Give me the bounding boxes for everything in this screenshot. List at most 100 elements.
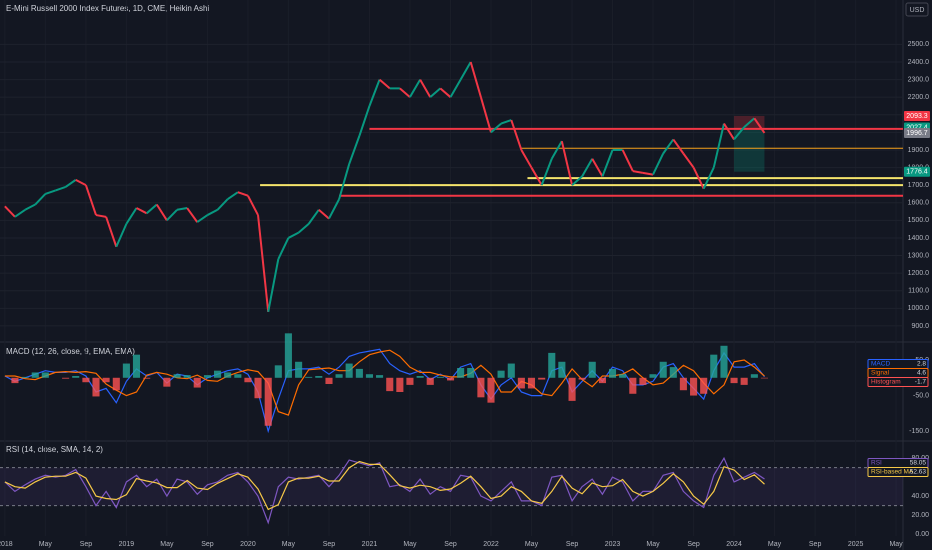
price-segment bbox=[125, 207, 138, 225]
price-segment bbox=[459, 61, 472, 81]
price-segment bbox=[530, 167, 543, 186]
histogram-bar bbox=[669, 367, 677, 378]
price-segment bbox=[115, 223, 128, 248]
histogram-bar bbox=[325, 377, 333, 384]
price-segment bbox=[702, 167, 715, 190]
price-segment bbox=[581, 158, 594, 177]
histogram-bar bbox=[679, 377, 687, 391]
y-tick-label: -150.0 bbox=[909, 428, 929, 435]
y-tick-label: 1600.0 bbox=[908, 200, 930, 207]
y-tick-label: 1400.0 bbox=[908, 235, 930, 242]
histogram-bar bbox=[700, 377, 708, 394]
panel-title: MACD (12, 26, close, 9, EMA, EMA) bbox=[6, 347, 135, 356]
legend-name: Signal bbox=[871, 370, 890, 377]
histogram-bar bbox=[558, 361, 566, 378]
legend-name: RSI bbox=[871, 460, 882, 467]
histogram-bar bbox=[629, 377, 637, 394]
price-segment bbox=[146, 203, 158, 215]
price-segment bbox=[196, 214, 209, 223]
price-segment bbox=[662, 138, 675, 155]
histogram-bar bbox=[720, 345, 728, 378]
histogram-bar bbox=[274, 365, 282, 378]
price-segment bbox=[166, 209, 178, 222]
price-segment bbox=[247, 195, 259, 216]
price-segment bbox=[338, 163, 351, 200]
x-tick-label: May bbox=[889, 541, 903, 548]
price-segment bbox=[206, 208, 219, 216]
series-line bbox=[4, 456, 765, 525]
y-tick-label: 20.00 bbox=[911, 512, 929, 519]
histogram-bar bbox=[649, 374, 657, 378]
price-segment bbox=[318, 209, 330, 220]
histogram-bar bbox=[406, 377, 414, 385]
x-tick-label: 2024 bbox=[726, 541, 742, 548]
price-segment bbox=[257, 214, 270, 312]
histogram-bar bbox=[41, 372, 49, 378]
histogram-bar bbox=[193, 377, 201, 388]
rsi-band bbox=[0, 467, 903, 506]
price-segment bbox=[500, 119, 512, 125]
price-segment bbox=[439, 87, 452, 98]
price-segment bbox=[105, 216, 118, 248]
series-line bbox=[4, 348, 765, 434]
x-tick-label: Sep bbox=[80, 541, 93, 548]
price-segment bbox=[34, 193, 47, 206]
price-tag-bg bbox=[904, 166, 930, 177]
price-tag: 2093.3 bbox=[906, 113, 928, 120]
currency-box[interactable] bbox=[905, 2, 929, 17]
price-segment bbox=[560, 140, 574, 186]
histogram-bar bbox=[457, 368, 465, 378]
panel-title: RSI (14, close, SMA, 14, 2) bbox=[6, 445, 103, 454]
price-segment bbox=[642, 171, 654, 176]
price-segment bbox=[287, 231, 300, 239]
legend-name: Histogram bbox=[871, 379, 901, 386]
histogram-bar bbox=[365, 374, 374, 378]
histogram-bar bbox=[295, 361, 303, 378]
price-segment bbox=[540, 158, 553, 186]
legend-name: RSI-based MA bbox=[871, 469, 914, 476]
x-tick-label: May bbox=[768, 541, 782, 548]
x-tick-label: Sep bbox=[687, 541, 700, 548]
price-segment bbox=[591, 158, 604, 177]
price-tag: 2027.4 bbox=[906, 124, 928, 131]
price-segment bbox=[429, 87, 441, 98]
price-segment bbox=[267, 258, 280, 313]
x-tick-label: Sep bbox=[444, 541, 457, 548]
y-tick-label: 40.00 bbox=[911, 493, 929, 500]
legend-value: 58.05 bbox=[910, 460, 927, 467]
price-segment bbox=[328, 198, 340, 220]
histogram-bar bbox=[538, 377, 546, 380]
histogram-bar bbox=[497, 370, 505, 378]
price-tag: 1776.4 bbox=[906, 169, 928, 176]
x-tick-label: 2020 bbox=[240, 541, 256, 548]
x-tick-label: 2018 bbox=[0, 541, 13, 548]
histogram-bar bbox=[386, 377, 394, 392]
histogram-bar bbox=[315, 376, 323, 378]
price-segment bbox=[723, 123, 735, 140]
series-line bbox=[4, 460, 765, 511]
y-tick-label: 1100.0 bbox=[908, 288, 929, 295]
price-segment bbox=[307, 209, 320, 225]
x-tick-label: 2023 bbox=[605, 541, 621, 548]
histogram-bar bbox=[112, 377, 120, 391]
price-segment bbox=[753, 117, 766, 134]
histogram-bar bbox=[396, 377, 404, 392]
y-tick-label: 900.0 bbox=[911, 323, 929, 330]
x-tick-label: May bbox=[160, 541, 174, 548]
histogram-bar bbox=[132, 354, 141, 378]
x-tick-label: 2019 bbox=[119, 541, 135, 548]
y-tick-label: 1900.0 bbox=[908, 147, 930, 154]
histogram-bar bbox=[740, 377, 748, 385]
series-line bbox=[4, 349, 765, 416]
price-segment bbox=[75, 178, 87, 187]
histogram-bar bbox=[21, 376, 29, 378]
histogram-bar bbox=[750, 374, 758, 378]
price-segment bbox=[469, 61, 482, 98]
histogram-bar bbox=[619, 374, 627, 378]
price-segment bbox=[24, 203, 36, 211]
histogram-bar bbox=[122, 363, 130, 378]
price-segment bbox=[186, 207, 199, 223]
price-segment bbox=[378, 78, 391, 90]
